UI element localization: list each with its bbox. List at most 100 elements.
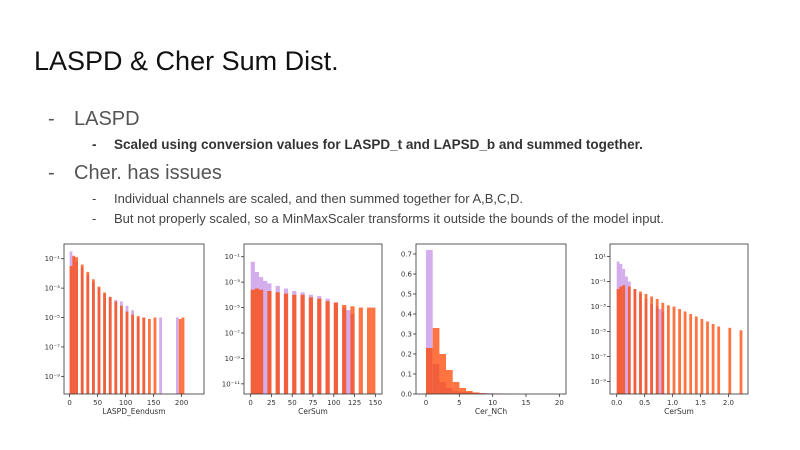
axes-frame (609, 243, 749, 395)
histogram-bar (711, 324, 715, 394)
histogram-cersum-scaled: 0.0 0.5 1.0 1.5 2.0 10¹ 10⁻¹ 10⁻³ 10⁻⁵ 10⁻⁷ 10⁻⁹ Ce… (582, 238, 762, 418)
histogram-bar (176, 317, 179, 394)
series-1 (616, 285, 743, 395)
x-tick-label: 0.0 (611, 399, 622, 407)
sub-bullet-text: Individual channels are scaled, and then… (114, 191, 524, 206)
histogram-bar (325, 301, 330, 394)
x-tick-label: 75 (309, 399, 318, 407)
y-tick-label: 10⁻⁷ (45, 343, 61, 351)
x-tick-label: 200 (175, 399, 188, 407)
x-tick-label: 1.0 (667, 399, 678, 407)
x-tick-label: 15 (522, 399, 531, 407)
histogram-bar (142, 317, 146, 394)
y-tick-label: 10⁻⁵ (45, 314, 61, 322)
series-1 (69, 255, 185, 394)
histogram-bar (426, 348, 433, 394)
histogram-bar (728, 327, 732, 395)
x-tick-label: 0 (67, 399, 71, 407)
bullet-dash: - (92, 191, 97, 206)
sub-bullet-channels: - Individual channels are scaled, and th… (92, 191, 788, 206)
histogram-bar (92, 279, 95, 394)
axes-frame (415, 243, 567, 395)
histogram-bar (283, 293, 289, 394)
histogram-bar (346, 310, 351, 394)
bullet-cher-issues: - Cher. has issues (48, 162, 788, 185)
y-tick-label: 10⁻³ (45, 285, 61, 293)
x-tick-label: 150 (147, 399, 160, 407)
histogram-bar (181, 317, 185, 394)
histogram-bar (367, 307, 372, 394)
histogram-bar (655, 299, 659, 394)
histogram-bar (254, 288, 259, 394)
histogram-cersum-scaled-svg: 0.0 0.5 1.0 1.5 2.0 10¹ 10⁻¹ 10⁻³ 10⁻⁵ 10⁻⁷ 10⁻⁹ Ce… (591, 243, 749, 416)
histogram-bar (472, 392, 480, 394)
histogram-bar (317, 298, 322, 394)
histogram-bar (627, 286, 631, 394)
sub-bullet-text: Scaled using conversion values for LASPD… (114, 137, 643, 152)
histogram-cersum: 0 25 50 75 100 125 150 10⁻¹ 10⁻³ 10⁻⁵ 10⁻⁷ 10⁻⁹ 10⁻¹… (208, 238, 388, 418)
series-1 (426, 328, 506, 394)
histogram-bar (639, 291, 642, 394)
bullet-laspd: - LASPD (48, 108, 788, 131)
histogram-bar (650, 296, 653, 394)
histogram-bar (97, 286, 101, 394)
y-tick-label: 10⁻⁹ (225, 355, 241, 363)
histogram-bar (342, 305, 347, 394)
histogram-bar (439, 354, 446, 394)
histogram-bar (300, 294, 305, 394)
x-tick-label: 50 (288, 399, 297, 407)
y-tick-label: 10¹ (594, 253, 606, 261)
histogram-bar (633, 289, 637, 394)
x-axis-label: LASPD_Eendusm (102, 407, 165, 416)
y-tick-label: 10⁻¹ (45, 255, 61, 263)
series-0 (69, 251, 179, 394)
histogram-bar (72, 255, 76, 394)
y-tick-label: 10⁻⁵ (225, 304, 241, 312)
histogram-bar (108, 296, 112, 394)
x-tick-label: 0.5 (639, 399, 650, 407)
x-axis-label: Cer_NCh (475, 407, 508, 416)
histogram-bar (333, 302, 338, 394)
x-tick-label: 150 (369, 399, 382, 407)
x-tick-label: 2.0 (723, 399, 734, 407)
histogram-cersum-svg: 0 25 50 75 100 125 150 10⁻¹ 10⁻³ 10⁻⁵ 10⁻⁷ 10⁻⁹ 10⁻¹… (222, 243, 383, 416)
y-tick-label: 0.5 (401, 291, 412, 299)
histogram-bar (358, 307, 363, 394)
histogram-laspd-svg: 0 50 100 150 200 10⁻¹ 10⁻³ 10⁻⁵ 10⁻⁷ 10⁻⁹ LASPD_Ee… (45, 243, 205, 416)
histogram-bar (148, 319, 151, 394)
histogram-bar (622, 285, 626, 394)
histogram-bar (131, 314, 134, 394)
sub-bullet-text: But not properly scaled, so a MinMaxScal… (114, 211, 664, 226)
histogram-bar (136, 316, 140, 394)
histogram-bar (661, 302, 665, 395)
histogram-bar (678, 309, 681, 394)
x-tick-label: 100 (327, 399, 340, 407)
histogram-laspd: 0 50 100 150 200 10⁻¹ 10⁻³ 10⁻⁵ 10⁻⁷ 10⁻⁹ LASPD_Ee… (28, 238, 208, 418)
series-1 (250, 288, 376, 394)
histogram-bar (69, 266, 73, 394)
bullet-dash: - (48, 162, 55, 184)
y-tick-label: 10⁻³ (225, 279, 241, 287)
y-tick-label: 10⁻⁷ (591, 353, 607, 361)
histogram-bar (459, 388, 466, 394)
y-tick-label: 10⁻⁹ (591, 378, 607, 386)
x-tick-label: 50 (93, 399, 102, 407)
histogram-bar (153, 317, 157, 394)
histogram-bar (667, 305, 670, 395)
y-tick-label: 10⁻¹ (591, 278, 607, 286)
histogram-bar (120, 305, 123, 394)
y-tick-label: 10⁻¹¹ (222, 380, 240, 388)
bullet-dash: - (48, 108, 55, 130)
y-tick-label: 0.0 (401, 391, 412, 399)
histogram-bar (672, 306, 676, 394)
histogram-bar (263, 280, 268, 394)
histogram-bar (700, 319, 704, 394)
histogram-bar (689, 314, 693, 394)
x-tick-label: 125 (348, 399, 361, 407)
histogram-bar (178, 319, 182, 394)
y-tick-label: 0.1 (401, 371, 412, 379)
slide-title: LASPD & Cher Sum Dist. (34, 46, 339, 76)
y-tick-label: 0.7 (401, 251, 412, 259)
bullet-text: LASPD (74, 108, 140, 130)
y-tick-label: 0.6 (401, 271, 413, 279)
